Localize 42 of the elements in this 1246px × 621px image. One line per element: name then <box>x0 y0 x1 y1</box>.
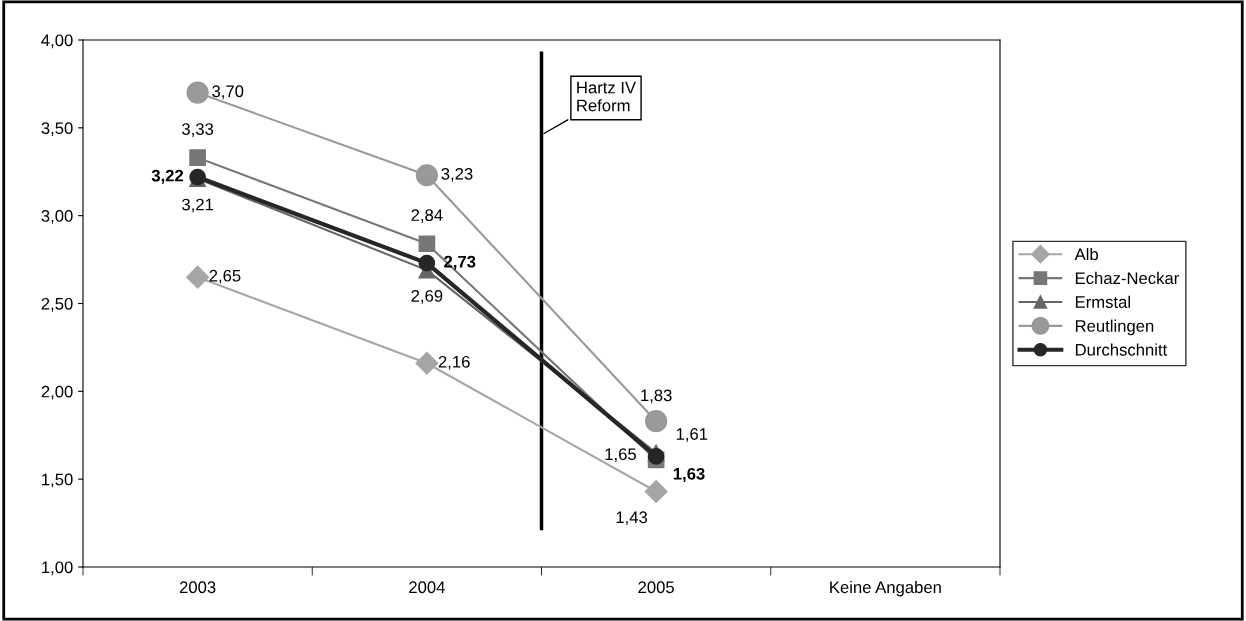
data-label: 2,84 <box>411 209 443 223</box>
data-label: 2,16 <box>438 355 470 370</box>
y-tick-label: 1,00 <box>42 561 73 576</box>
data-label: 2,73 <box>444 255 476 270</box>
point <box>418 254 436 272</box>
legend-label: Reutlingen <box>1075 319 1154 336</box>
data-label: 3,70 <box>212 85 244 100</box>
data-label: 2,65 <box>209 269 241 284</box>
y-tick-label: 2,50 <box>41 297 73 312</box>
point <box>644 479 668 503</box>
point <box>186 265 210 289</box>
data-label: 2,69 <box>411 290 443 304</box>
y-tick-label: 2,00 <box>41 385 73 400</box>
legend-label: Ermstal <box>1075 295 1130 308</box>
data-label: 3,21 <box>182 198 214 213</box>
x-tick-label: 2003 <box>179 581 216 594</box>
data-label: 1,83 <box>641 389 672 404</box>
data-label: 1,61 <box>676 428 708 442</box>
x-tick-label: Keine Angaben <box>830 580 941 597</box>
point <box>186 81 209 104</box>
point <box>415 351 439 375</box>
y-tick-label: 3,00 <box>41 210 73 224</box>
legend-label: Echaz-Neckar <box>1075 271 1179 285</box>
y-tick-label: 4,00 <box>41 34 73 49</box>
y-tick-label: 1,50 <box>42 473 73 488</box>
point <box>647 447 665 465</box>
legend-label: Durchschnitt <box>1075 343 1168 356</box>
annotation: Hartz IV Reform <box>577 81 637 112</box>
data-label: 1,43 <box>616 511 648 526</box>
point <box>645 410 668 433</box>
point <box>418 235 436 253</box>
x-tick-label: 2005 <box>638 581 674 594</box>
data-label: 3,22 <box>151 169 184 184</box>
point <box>415 164 438 187</box>
data-label: 3,33 <box>182 123 214 137</box>
y-tick-label: 3,50 <box>41 122 73 137</box>
point <box>189 149 206 167</box>
data-label: 3,23 <box>441 167 473 182</box>
data-label: 1,65 <box>605 448 636 463</box>
legend-label: Alb <box>1074 247 1098 261</box>
data-label: 1,63 <box>673 467 705 483</box>
x-tick-label: 2004 <box>409 581 445 594</box>
